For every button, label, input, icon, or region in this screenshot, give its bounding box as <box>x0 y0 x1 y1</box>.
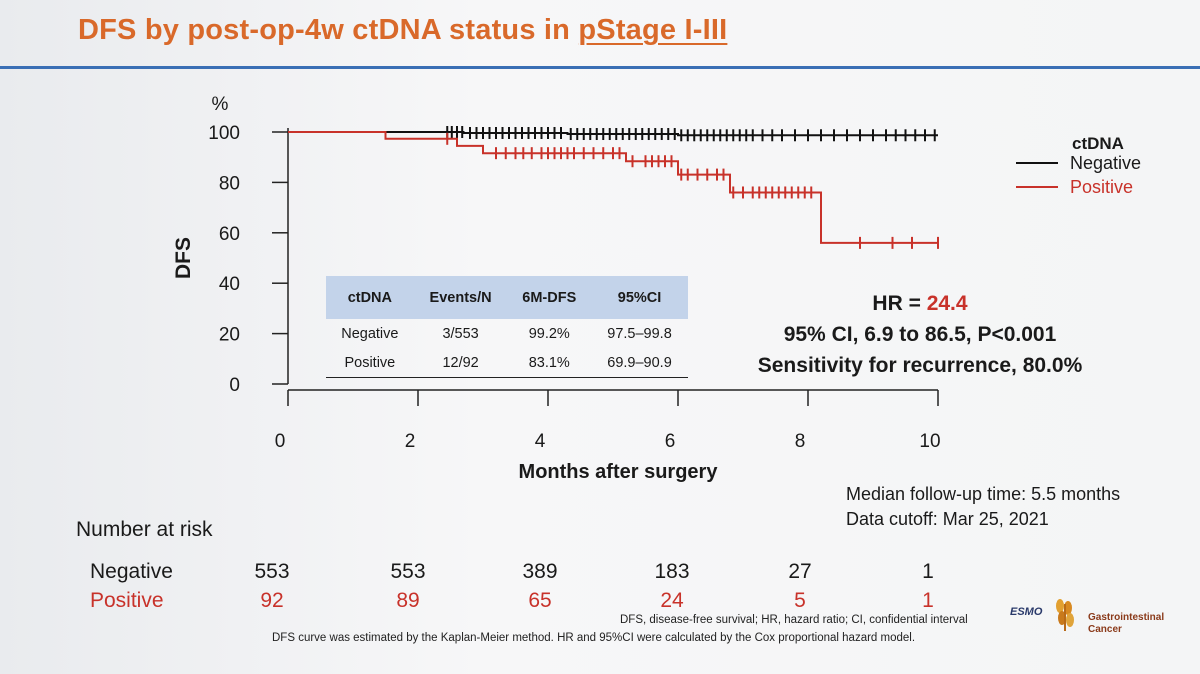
risk-count-negative: 553 <box>254 560 290 583</box>
summary-cell: 97.5–99.8 <box>607 325 672 342</box>
hr-label: HR = <box>872 292 927 315</box>
x-tick-label: 0 <box>275 431 286 452</box>
followup-info: Median follow-up time: 5.5 months Data c… <box>846 482 1120 532</box>
summary-cell: 69.9–90.9 <box>591 348 688 378</box>
y-unit-label: % <box>212 94 229 115</box>
title-divider <box>0 66 1200 69</box>
wheat-logo-icon <box>1056 599 1074 631</box>
risk-label-positive: Positive <box>90 589 164 612</box>
summary-cell: 99.2% <box>528 325 570 342</box>
title-underlined: pStage I-III <box>578 14 728 46</box>
summary-header-events: Events/N <box>413 276 508 319</box>
ci-line: 95% CI, 6.9 to 86.5, P<0.001 <box>783 323 1057 346</box>
esmo-logo: ESMO <box>1010 606 1043 618</box>
y-tick-label: 0 <box>229 375 240 396</box>
risk-count-negative: 27 <box>788 560 812 583</box>
y-tick-label: 40 <box>219 274 240 295</box>
x-tick-label: 2 <box>405 431 416 452</box>
summary-header-ctdna: ctDNA <box>326 276 414 319</box>
hazard-ratio-stats: HR = 24.4 95% CI, 6.9 to 86.5, P<0.001 S… <box>720 288 1120 381</box>
summary-cell: 12/92 <box>413 348 508 378</box>
summary-cell: Negative <box>341 325 399 342</box>
risk-count-negative: 389 <box>522 560 558 583</box>
risk-count-positive: 1 <box>922 589 934 612</box>
congress-line-1: Gastrointestinal <box>1088 612 1165 623</box>
summary-row-positive: Positive 12/92 83.1% 69.9–90.9 <box>326 348 688 378</box>
x-tick-label: 6 <box>665 431 676 452</box>
method-footnote: DFS curve was estimated by the Kaplan-Me… <box>272 632 916 644</box>
risk-count-positive: 92 <box>260 589 284 612</box>
summary-cell: 83.1% <box>507 348 592 378</box>
legend-label-positive: Positive <box>1070 177 1133 197</box>
summary-table: ctDNA Events/N 6M-DFS 95%CI Negative 3/5… <box>326 276 688 378</box>
km-curve-positive <box>288 131 938 244</box>
y-tick-label: 60 <box>219 224 240 245</box>
sensitivity-line: Sensitivity for recurrence, 80.0% <box>757 354 1083 377</box>
risk-count-positive: 89 <box>396 589 420 612</box>
summary-cell: 3/553 <box>442 325 479 342</box>
y-axis-label: DFS <box>172 237 195 279</box>
risk-count-negative: 183 <box>654 560 690 583</box>
median-followup: Median follow-up time: 5.5 months <box>846 484 1121 504</box>
summary-row-negative: Negative 3/553 99.2% 97.5–99.8 <box>326 319 688 348</box>
legend-label-negative: Negative <box>1070 153 1141 173</box>
congress-line-2: Cancer <box>1088 624 1122 635</box>
summary-header-6m-dfs: 6M-DFS <box>507 276 592 319</box>
abbreviation-footnote: DFS, disease-free survival; HR, hazard r… <box>620 614 968 626</box>
data-cutoff: Data cutoff: Mar 25, 2021 <box>846 509 1049 529</box>
x-tick-label: 4 <box>535 431 546 452</box>
slide-title: DFS by post-op-4w ctDNA status in pStage… <box>78 14 727 47</box>
y-tick-label: 80 <box>219 173 240 194</box>
summary-header-ci: 95%CI <box>591 276 688 319</box>
title-prefix: DFS by post-op-4w ctDNA status in <box>78 14 579 46</box>
risk-count-positive: 24 <box>660 589 684 612</box>
risk-count-positive: 5 <box>794 589 806 612</box>
risk-count-negative: 553 <box>390 560 426 583</box>
congress-logo-text: Gastrointestinal Cancer <box>1088 612 1164 636</box>
y-tick-label: 20 <box>219 325 240 346</box>
hr-value: 24.4 <box>926 292 968 315</box>
x-tick-label: 10 <box>919 431 940 452</box>
km-curve-negative <box>288 131 938 137</box>
risk-count-positive: 65 <box>528 589 552 612</box>
risk-label-negative: Negative <box>90 560 173 583</box>
y-tick-label: 100 <box>208 123 240 144</box>
legend-title: ctDNA <box>1072 134 1124 153</box>
risk-table-title: Number at risk <box>76 518 213 541</box>
x-tick-label: 8 <box>795 431 806 452</box>
summary-cell: Positive <box>326 348 414 378</box>
hr-line: HR = 24.4 <box>720 288 1120 319</box>
x-axis-label: Months after surgery <box>519 461 719 483</box>
risk-count-negative: 1 <box>922 560 934 583</box>
